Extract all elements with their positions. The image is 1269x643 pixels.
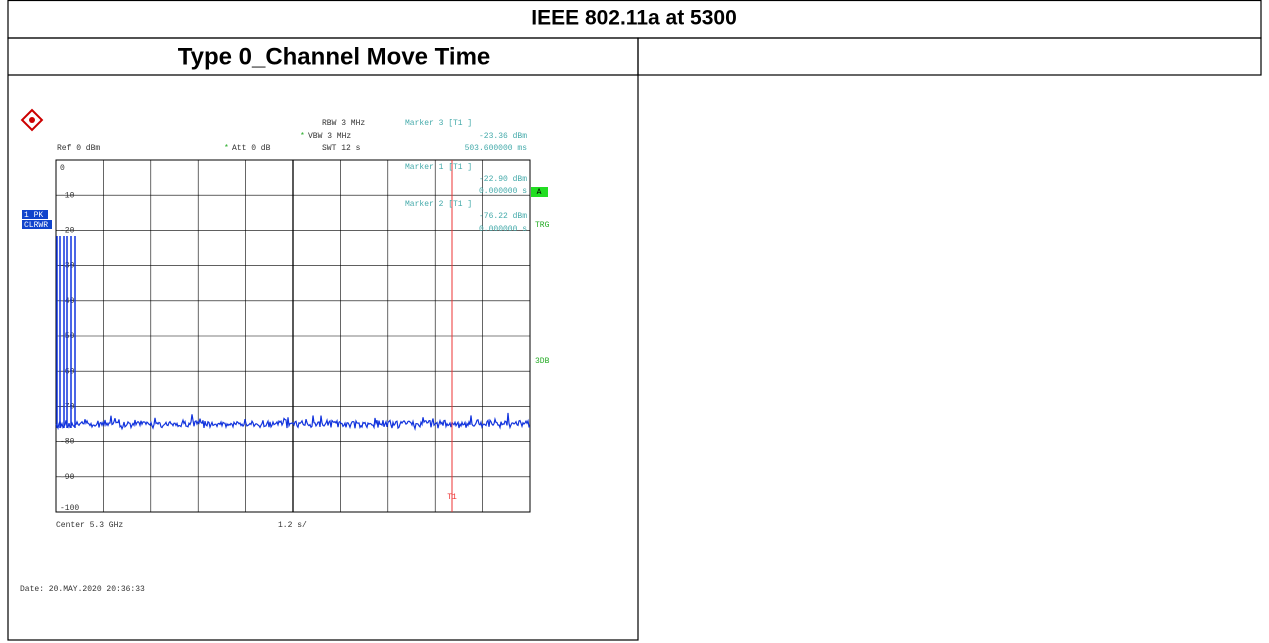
plot-grid: 0-10-20-30-40-50-60-70-80-90-100 <box>55 159 531 513</box>
star: * <box>300 132 305 141</box>
badge-bg <box>22 220 52 229</box>
badge: 1 PK <box>24 211 43 220</box>
setting: VBW 3 MHz <box>308 132 351 141</box>
star: * <box>224 144 229 153</box>
logo <box>20 108 44 132</box>
setting: SWT 12 s <box>322 144 361 153</box>
y-label: -10 <box>60 191 75 200</box>
badge-bg <box>22 210 48 219</box>
marker-time: 0.000000 s <box>479 187 527 196</box>
markers: Marker 3 [T1 ] -23.36 dBm 503.600000 ms … <box>405 119 527 234</box>
badge: A <box>537 188 542 197</box>
badge: 3DB <box>535 357 550 366</box>
y-label: -100 <box>60 504 79 513</box>
ref-level: Ref 0 dBm <box>57 144 100 153</box>
y-label: -80 <box>60 438 75 447</box>
section-title: Type 0_Channel Move Time <box>178 43 491 70</box>
marker-time: 0.000000 s <box>479 225 527 234</box>
marker-label: Marker 1 [T1 ] <box>405 163 472 172</box>
marker-label: Marker 3 [T1 ] <box>405 119 472 128</box>
cursor-label: T1 <box>447 493 457 502</box>
trace <box>55 236 531 432</box>
badge: TRG <box>535 221 550 230</box>
y-label: -20 <box>60 227 75 236</box>
y-label: -90 <box>60 473 75 482</box>
badge: CLRWR <box>24 221 48 230</box>
y-label: 0 <box>60 164 65 173</box>
badge-bg <box>531 187 548 197</box>
document-title: IEEE 802.11a at 5300 <box>531 7 737 30</box>
span: 1.2 s/ <box>278 521 307 530</box>
marker-label: Marker 2 [T1 ] <box>405 200 472 209</box>
noise <box>55 412 531 432</box>
center-freq: Center 5.3 GHz <box>56 521 123 530</box>
date: Date: 20.MAY.2020 20:36:33 <box>20 585 145 594</box>
marker-level: -76.22 dBm <box>479 212 527 221</box>
left-column <box>7 37 639 641</box>
setting: RBW 3 MHz <box>322 119 365 128</box>
marker-level: -23.36 dBm <box>479 132 527 141</box>
right-cell <box>637 37 1262 76</box>
table-borders <box>7 0 1262 641</box>
marker-time: 503.600000 ms <box>465 144 528 153</box>
attenuation: Att 0 dB <box>232 144 271 153</box>
marker-level: -22.90 dBm <box>479 175 527 184</box>
